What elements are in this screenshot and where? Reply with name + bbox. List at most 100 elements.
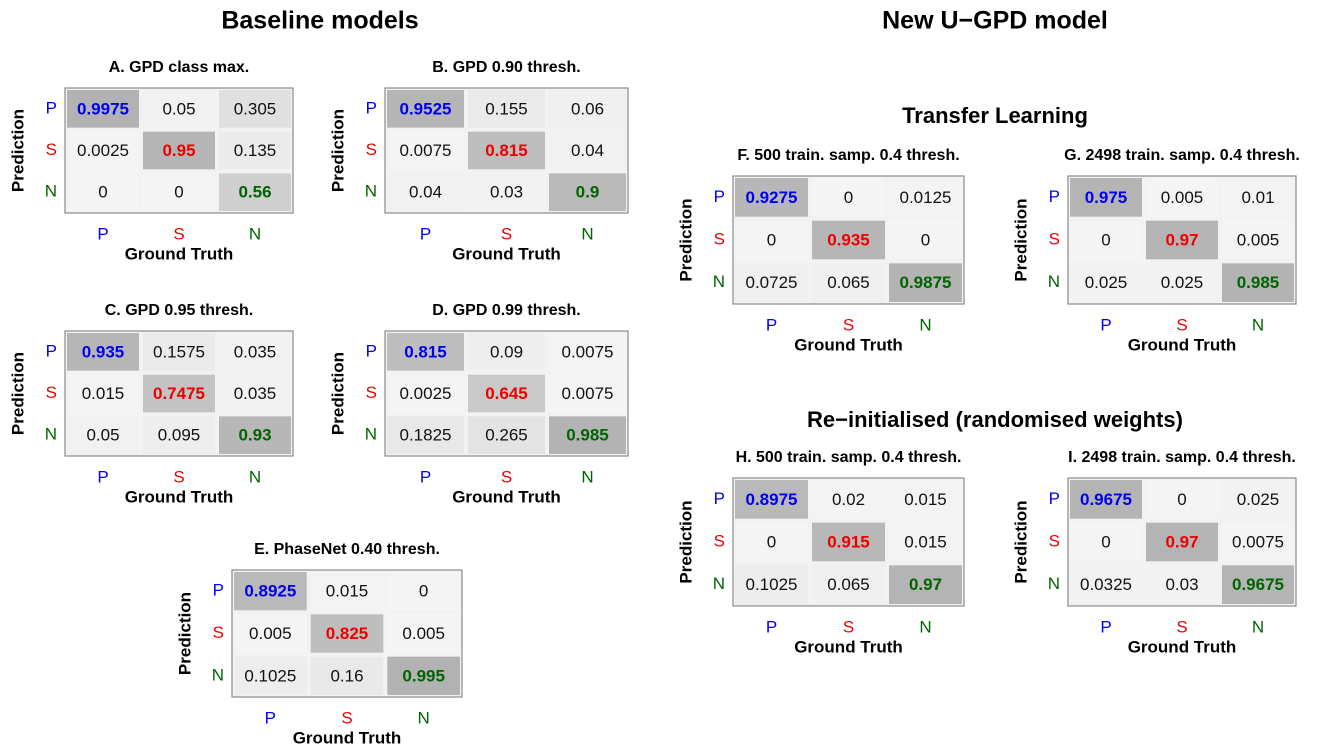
cell <box>549 374 626 413</box>
y-tick-label: N <box>45 182 57 201</box>
cell <box>812 480 885 519</box>
x-axis-label: Ground Truth <box>125 487 234 506</box>
y-tick-label: S <box>366 140 377 159</box>
cell-label: 0.9275 <box>746 188 798 207</box>
cell <box>219 416 291 454</box>
panel-title: F. 500 train. samp. 0.4 thresh. <box>737 147 959 164</box>
cell-label: 0.0725 <box>746 273 798 292</box>
cell <box>67 173 139 211</box>
cell-label: 0 <box>1101 532 1110 551</box>
cell-label: 0.04 <box>409 183 442 202</box>
y-tick-label: P <box>46 98 57 117</box>
cell-label: 0.1575 <box>153 342 205 361</box>
cell-label: 0 <box>419 582 428 601</box>
x-tick-label: N <box>581 224 593 243</box>
cell-label: 0.9675 <box>1080 490 1132 509</box>
x-axis-label: Ground Truth <box>1128 335 1237 354</box>
x-tick-label: N <box>249 224 261 243</box>
subheading: Transfer Learning <box>902 103 1088 128</box>
cell <box>735 178 808 217</box>
cell-label: 0.985 <box>566 426 609 445</box>
cell-label: 0.05 <box>162 99 195 118</box>
panel-title: D. GPD 0.99 thresh. <box>432 302 581 319</box>
cell-label: 0.06 <box>571 99 604 118</box>
cell-label: 0.935 <box>82 342 125 361</box>
y-axis-label: Prediction <box>328 352 347 435</box>
cell-label: 0.995 <box>402 666 445 685</box>
panel-title: I. 2498 train. samp. 0.4 thresh. <box>1068 449 1296 466</box>
cell <box>310 656 384 695</box>
cell-label: 0.815 <box>404 342 447 361</box>
cell-label: 0.005 <box>1161 188 1204 207</box>
cell-label: 0.0075 <box>562 384 614 403</box>
x-tick-label: N <box>919 315 931 334</box>
y-axis-label: Prediction <box>676 198 695 281</box>
cell <box>1070 480 1142 519</box>
x-tick-label: P <box>766 315 777 334</box>
cell <box>310 614 384 653</box>
cell <box>219 333 291 371</box>
x-tick-label: S <box>1176 315 1187 334</box>
cell-label: 0.56 <box>238 183 271 202</box>
cell-label: 0.025 <box>1085 273 1128 292</box>
cell <box>889 565 962 604</box>
cell-label: 0.7475 <box>153 384 205 403</box>
cell-label: 0.04 <box>571 141 604 160</box>
cell <box>468 333 545 371</box>
cell <box>1222 480 1294 519</box>
cell <box>812 263 885 302</box>
cell-label: 0.915 <box>827 532 870 551</box>
cell-label: 0.0325 <box>1080 575 1132 594</box>
cell <box>889 522 962 562</box>
cell <box>143 416 215 454</box>
panel-title: A. GPD class max. <box>109 59 250 76</box>
cell-label: 0 <box>767 230 776 249</box>
cell-label: 0.025 <box>1161 273 1204 292</box>
panel-title: H. 500 train. samp. 0.4 thresh. <box>736 449 962 466</box>
y-tick-label: S <box>46 383 57 402</box>
cell <box>889 178 962 217</box>
cell-label: 0.97 <box>909 575 942 594</box>
cell-label: 0.0025 <box>400 384 452 403</box>
y-tick-label: S <box>714 531 725 550</box>
x-tick-label: P <box>420 224 431 243</box>
cell <box>468 374 545 413</box>
cell <box>67 131 139 170</box>
y-tick-label: N <box>713 574 725 593</box>
cell <box>549 173 626 211</box>
panel-title: B. GPD 0.90 thresh. <box>432 59 581 76</box>
cell <box>1146 178 1218 217</box>
cell-label: 0.9875 <box>900 273 952 292</box>
cell-label: 0.135 <box>234 141 277 160</box>
cell <box>387 572 460 611</box>
x-tick-label: N <box>418 708 430 727</box>
cell-label: 0.09 <box>490 342 523 361</box>
cell <box>735 522 808 562</box>
x-axis-label: Ground Truth <box>794 637 903 656</box>
cell <box>143 173 215 211</box>
x-tick-label: N <box>581 467 593 486</box>
cell-label: 0.93 <box>238 426 271 445</box>
y-tick-label: P <box>366 98 377 117</box>
cell <box>67 333 139 371</box>
x-axis-label: Ground Truth <box>794 335 903 354</box>
x-tick-label: P <box>766 617 777 636</box>
cell-label: 0.065 <box>827 273 870 292</box>
y-tick-label: N <box>45 425 57 444</box>
cell <box>1146 565 1218 604</box>
panel-title: C. GPD 0.95 thresh. <box>105 302 254 319</box>
cell <box>549 131 626 170</box>
x-tick-label: P <box>97 224 108 243</box>
cell <box>1222 263 1294 302</box>
x-tick-label: P <box>420 467 431 486</box>
cell-label: 0.03 <box>1165 575 1198 594</box>
cell <box>387 173 464 211</box>
cell <box>310 572 384 611</box>
cell-label: 0.645 <box>485 384 528 403</box>
cell-label: 0.03 <box>490 183 523 202</box>
cell-label: 0.1825 <box>400 426 452 445</box>
cell-label: 0.0075 <box>1232 532 1284 551</box>
cell <box>143 374 215 413</box>
cell-label: 0.015 <box>82 384 125 403</box>
cell <box>735 480 808 519</box>
